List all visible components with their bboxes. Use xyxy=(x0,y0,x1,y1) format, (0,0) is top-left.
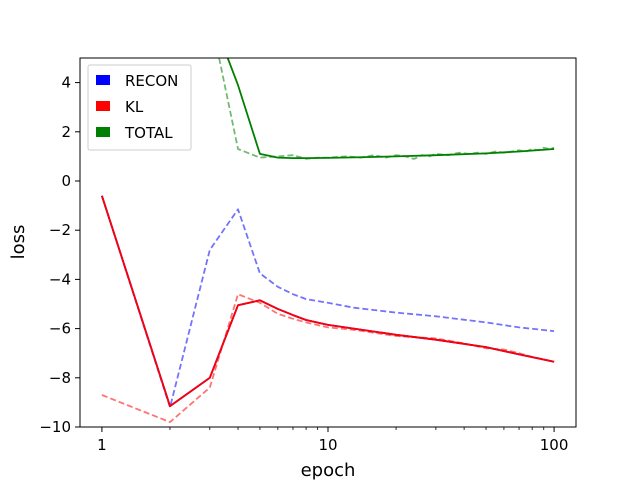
y-axis-label: loss xyxy=(8,225,29,260)
legend-label-kl: KL xyxy=(125,98,144,116)
y-tick-label: 0 xyxy=(61,172,71,190)
x-tick-label: 10 xyxy=(318,436,337,454)
x-tick-label: 1 xyxy=(97,436,107,454)
legend-swatch-kl xyxy=(96,101,110,111)
y-tick-label: −6 xyxy=(49,320,71,338)
y-tick-label: −8 xyxy=(49,369,71,387)
y-tick-label: 4 xyxy=(61,74,71,92)
series-line-kl-train xyxy=(101,195,555,408)
y-tick-label: −2 xyxy=(49,221,71,239)
series-line-total-train xyxy=(226,58,555,160)
y-tick-label: 2 xyxy=(61,123,71,141)
series-layer xyxy=(101,58,555,424)
legend-label-recon: RECON xyxy=(125,72,178,90)
legend-swatch-total xyxy=(96,127,110,137)
y-tick-label: −10 xyxy=(39,418,71,436)
x-axis: 1 10 100 xyxy=(97,427,568,454)
legend-box xyxy=(87,64,192,151)
series-line-recon-val xyxy=(101,195,555,409)
y-tick-label: −4 xyxy=(49,270,71,288)
legend-label-total: TOTAL xyxy=(124,124,173,142)
legend: RECON KL TOTAL xyxy=(87,64,192,151)
legend-swatch-recon xyxy=(96,75,110,85)
series-line-kl-val xyxy=(101,293,555,424)
y-axis: −10 −8 −6 −4 −2 0 2 4 xyxy=(39,74,80,436)
x-tick-label: 100 xyxy=(540,436,569,454)
x-axis-label: epoch xyxy=(301,460,356,480)
